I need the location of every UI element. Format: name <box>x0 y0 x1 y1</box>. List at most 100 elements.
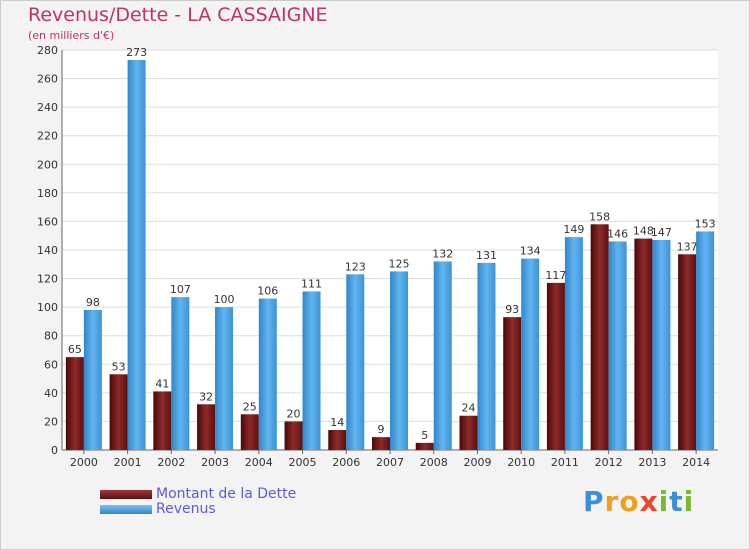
bar-revenus <box>346 274 365 450</box>
y-tick-label: 160 <box>37 215 58 228</box>
x-tick-label: 2002 <box>157 456 185 469</box>
x-tick-label: 2003 <box>201 456 229 469</box>
data-label-revenus: 131 <box>476 249 497 262</box>
data-label-dette: 148 <box>633 225 654 238</box>
bar-revenus <box>83 310 102 450</box>
bar-revenus <box>302 291 321 450</box>
legend-label-dette: Montant de la Dette <box>156 486 297 502</box>
data-label-dette: 20 <box>287 407 301 420</box>
data-label-dette: 5 <box>421 429 428 442</box>
chart-subtitle: (en milliers d'€) <box>28 29 115 42</box>
legend-item-dette: Montant de la Dette <box>100 486 296 502</box>
y-tick-label: 20 <box>44 415 58 428</box>
bar-dette <box>153 391 172 450</box>
bar-dette <box>284 421 303 450</box>
data-label-revenus: 111 <box>301 277 322 290</box>
data-label-revenus: 98 <box>86 296 100 309</box>
data-label-revenus: 132 <box>432 247 453 260</box>
bar-revenus <box>477 262 496 450</box>
data-label-dette: 137 <box>677 240 698 253</box>
y-tick-label: 140 <box>37 244 58 257</box>
bar-revenus <box>652 240 671 450</box>
data-label-dette: 65 <box>68 343 82 356</box>
x-tick-label: 2013 <box>638 456 666 469</box>
data-label-dette: 158 <box>589 210 610 223</box>
bar-revenus <box>390 271 408 450</box>
bar-dette <box>240 414 259 450</box>
data-label-revenus: 125 <box>389 257 410 270</box>
x-tick-label: 2009 <box>463 456 491 469</box>
y-tick-label: 120 <box>37 273 58 286</box>
x-tick-label: 2014 <box>682 456 710 469</box>
x-tick-label: 2005 <box>289 456 317 469</box>
x-tick-label: 2008 <box>420 456 448 469</box>
logo-letter: o <box>619 485 640 518</box>
data-label-revenus: 100 <box>214 293 235 306</box>
bar-revenus <box>608 241 627 450</box>
y-tick-label: 40 <box>44 387 58 400</box>
bar-dette <box>503 317 522 450</box>
bar-dette <box>328 430 347 450</box>
x-tick-label: 2000 <box>70 456 98 469</box>
logo-letter: r <box>604 485 620 518</box>
y-tick-label: 220 <box>37 130 58 143</box>
bar-dette <box>546 282 565 450</box>
bar-dette <box>197 404 216 450</box>
proxiti-logo: Proxiti <box>583 485 694 518</box>
chart-title: Revenus/Dette - LA CASSAIGNE <box>28 4 328 26</box>
legend-swatch-dette <box>100 489 152 499</box>
bar-dette <box>372 437 390 450</box>
x-tick-label: 2006 <box>332 456 360 469</box>
logo-letter: t <box>669 485 684 518</box>
data-label-dette: 93 <box>505 303 519 316</box>
data-label-revenus: 106 <box>257 285 278 298</box>
data-label-dette: 25 <box>243 400 257 413</box>
bar-dette <box>65 357 84 450</box>
y-tick-label: 180 <box>37 187 58 200</box>
data-label-revenus: 146 <box>607 227 628 240</box>
legend-swatch-revenus <box>100 504 152 514</box>
bar-revenus <box>564 237 583 450</box>
data-label-dette: 24 <box>461 402 475 415</box>
logo-letter: i <box>683 485 695 518</box>
y-tick-label: 60 <box>44 358 58 371</box>
y-tick-label: 100 <box>37 301 58 314</box>
y-tick-label: 200 <box>37 158 58 171</box>
logo-letter: i <box>658 485 670 518</box>
legend-label-revenus: Revenus <box>156 501 216 517</box>
bar-dette <box>459 415 478 450</box>
bar-dette <box>678 254 697 450</box>
bar-revenus <box>433 261 452 450</box>
data-label-dette: 32 <box>199 390 213 403</box>
y-tick-label: 80 <box>44 330 58 343</box>
x-tick-label: 2012 <box>595 456 623 469</box>
data-label-dette: 9 <box>378 423 385 436</box>
data-label-dette: 53 <box>112 360 126 373</box>
data-label-revenus: 149 <box>563 223 584 236</box>
data-label-revenus: 107 <box>170 283 191 296</box>
bar-revenus <box>215 307 234 450</box>
data-label-revenus: 273 <box>126 46 147 59</box>
bar-revenus <box>521 258 540 450</box>
data-label-dette: 14 <box>330 416 344 429</box>
logo-letter: P <box>583 485 605 518</box>
logo-letter: x <box>639 485 659 518</box>
bar-revenus <box>171 297 190 450</box>
bar-revenus <box>696 231 715 450</box>
bar-revenus <box>258 298 277 450</box>
x-tick-label: 2001 <box>114 456 142 469</box>
bar-dette <box>634 238 653 450</box>
data-label-dette: 41 <box>155 377 169 390</box>
data-label-revenus: 134 <box>520 245 541 258</box>
bar-dette <box>109 374 128 450</box>
data-label-revenus: 123 <box>345 260 366 273</box>
y-tick-label: 280 <box>37 44 58 57</box>
legend-item-revenus: Revenus <box>100 501 216 517</box>
y-tick-label: 260 <box>37 73 58 86</box>
y-tick-label: 0 <box>51 444 58 457</box>
bar-revenus <box>127 60 146 450</box>
bar-dette <box>415 442 434 450</box>
x-tick-label: 2004 <box>245 456 273 469</box>
x-tick-label: 2010 <box>507 456 535 469</box>
